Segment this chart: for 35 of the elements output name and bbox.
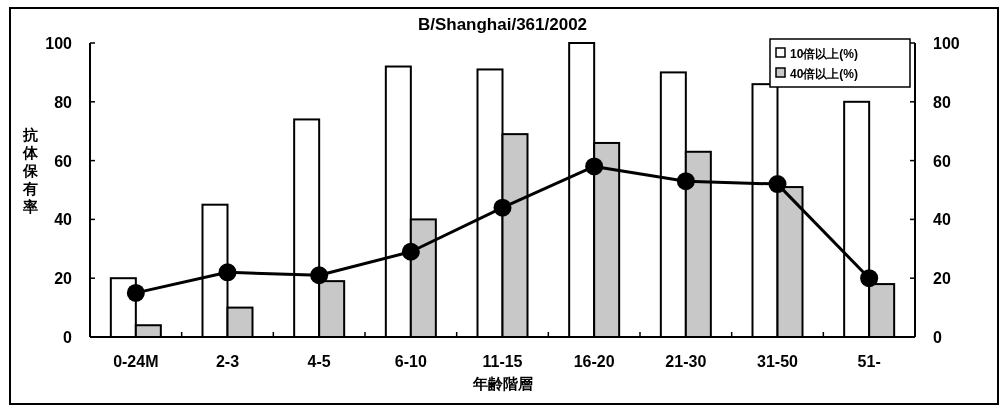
y2-tick-label: 20: [933, 270, 951, 288]
y2-tick-label: 40: [933, 211, 951, 229]
y2-tick-label: 60: [933, 152, 951, 170]
point: [310, 266, 329, 285]
x-tick-label: 31-50: [757, 353, 799, 370]
legend-label: 40倍以上(%): [790, 67, 859, 81]
point: [860, 269, 879, 288]
y2-tick-label: 0: [933, 329, 942, 346]
point: [768, 175, 787, 194]
y2-tick-label: 100: [933, 35, 960, 52]
y-tick-label: 100: [45, 35, 73, 52]
point: [218, 263, 237, 282]
y-tick-label: 20: [54, 270, 73, 288]
point: [493, 198, 512, 217]
y-tick-label: 0: [63, 329, 73, 346]
x-tick-label: 11-15: [482, 353, 523, 370]
x-tick-label: 16-20: [573, 353, 615, 370]
y-tick-label: 40: [54, 211, 73, 229]
x-tick-label: 4-5: [307, 353, 331, 370]
point: [126, 283, 145, 302]
point: [585, 157, 604, 176]
y-tick-label: 80: [54, 93, 73, 111]
x-tick-label: 6-10: [394, 353, 427, 370]
y-tick-label: 60: [54, 152, 73, 170]
x-tick-label: 0-24M: [113, 353, 159, 370]
chart-title: B/Shanghai/361/2002: [417, 15, 588, 34]
y2-tick-label: 80: [933, 93, 951, 111]
y-axis-title: 抗体保有率: [21, 126, 39, 215]
x-tick-label: 21-30: [665, 353, 707, 370]
point: [676, 172, 695, 191]
x-tick-label: 2-3: [215, 353, 240, 370]
x-axis-title: 年齢階層: [471, 375, 533, 392]
legend-label: 10倍以上(%): [790, 47, 859, 61]
x-tick-label: 51-: [857, 353, 881, 370]
point: [401, 242, 420, 261]
